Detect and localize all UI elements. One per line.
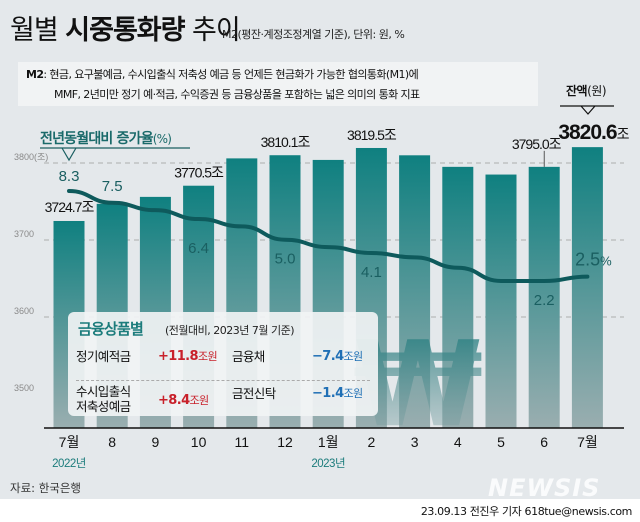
y-tick-label: 3600	[14, 306, 34, 316]
bar	[485, 174, 517, 428]
bar-value-label: 3795.0조	[512, 136, 562, 152]
bar	[528, 166, 560, 428]
balance-header-unit: (원)	[587, 84, 606, 98]
growth-rate-unit: %	[600, 254, 612, 269]
bar	[571, 147, 603, 428]
product-legend-box: 금융상품별 (전월대비, 2023년 7월 기준) 정기예적금 +11.8조원 …	[68, 312, 378, 416]
legend-subtitle: (전월대비, 2023년 7월 기준)	[165, 324, 295, 337]
growth-rate-label: 5.0	[275, 251, 296, 268]
x-tick-label: 12	[277, 434, 293, 450]
legend-divider	[76, 380, 370, 381]
year-label: 2023년	[311, 457, 345, 470]
growth-rate-label: 8.3	[59, 168, 80, 185]
legend-item-name: 금전신탁	[232, 386, 276, 401]
balance-header: 잔액(원)	[566, 82, 606, 99]
y-tick-label: 3700	[14, 229, 34, 239]
bar	[442, 166, 474, 428]
legend-item-name: 정기예적금	[76, 349, 131, 364]
bar-value-label: 3810.1조	[261, 134, 311, 150]
legend-title: 금융상품별	[78, 320, 144, 338]
growth-rate-label: 4.1	[361, 264, 382, 281]
year-label: 2022년	[52, 457, 86, 470]
definition-line2: MMF, 2년미만 정기 예·적금, 수익증권 등 금융상품을 포함하는 넓은 …	[54, 88, 420, 101]
title-part1: 월별	[10, 15, 66, 46]
legend-item-value: −1.4조원	[312, 386, 363, 401]
credit-line: 23.09.13 전진우 기자 618tue@newsis.com	[420, 505, 633, 518]
legend-item-name: 금융채	[232, 349, 265, 364]
legend-item-value: +8.4조원	[158, 393, 209, 408]
bar-value-label: 3724.7조	[45, 199, 95, 215]
x-tick-label: 6	[540, 434, 548, 450]
x-tick-label: 4	[454, 434, 462, 450]
x-tick-label: 7월	[59, 434, 80, 450]
bar-value-label: 3819.5조	[347, 127, 397, 143]
x-tick-label: 8	[108, 434, 116, 450]
x-tick-label: 10	[191, 434, 207, 450]
y-tick-label: 3800(조)	[14, 152, 48, 162]
newsis-logo: NEWSIS	[488, 474, 601, 502]
growth-rate-label: 7.5	[102, 178, 123, 195]
x-tick-label: 9	[152, 434, 160, 450]
legend-item-value: +11.8조원	[158, 349, 218, 364]
x-tick-label: 7월	[577, 434, 598, 450]
bar-value-label: 3770.5조	[174, 165, 224, 181]
x-tick-label: 1월	[318, 434, 339, 450]
definition-text1: : 현금, 요구불예금, 수시입출식 저축성 예금 등 언제든 현금화가 가능한…	[43, 68, 419, 81]
yoy-header-unit: (%)	[152, 132, 172, 146]
balance-header-callout	[560, 105, 614, 115]
x-tick-label: 2	[368, 434, 376, 450]
balance-header-label: 잔액	[566, 84, 588, 98]
title-bold: 시중통화량	[65, 15, 185, 46]
page-subtitle: M2(평잔·계정조정계열 기준), 단위: 원, %	[222, 28, 405, 41]
yoy-header-callout	[40, 147, 190, 162]
x-tick-label: 3	[411, 434, 419, 450]
definition-label: M2	[26, 68, 44, 81]
bar-value-label-current: 3820.6조	[558, 121, 629, 144]
source-note: 자료: 한국은행	[10, 481, 82, 495]
title-part2: 추이	[184, 15, 241, 46]
x-tick-label: 11	[235, 434, 250, 450]
bar	[399, 155, 431, 429]
legend-item-value: −7.4조원	[312, 349, 363, 364]
yoy-header: 전년동월대비 증가율(%)	[40, 128, 172, 148]
x-tick-label: 5	[497, 434, 505, 450]
y-tick-label: 3500	[14, 383, 34, 393]
growth-rate-label: 6.4	[188, 240, 209, 257]
yoy-header-label: 전년동월대비 증가율	[40, 131, 154, 147]
definition-line1: M2: 현금, 요구불예금, 수시입출식 저축성 예금 등 언제든 현금화가 가…	[26, 66, 419, 82]
growth-rate-label-current: 2.5%	[575, 250, 612, 270]
legend-item-name: 수시입출식 저축성예금	[76, 384, 131, 414]
bar-value-unit: 조	[617, 126, 630, 142]
growth-rate-label: 2.2	[534, 292, 555, 309]
growth-rate-line	[67, 189, 590, 283]
page-title: 월별 시중통화량 추이	[10, 8, 241, 47]
definition-box	[18, 62, 538, 106]
